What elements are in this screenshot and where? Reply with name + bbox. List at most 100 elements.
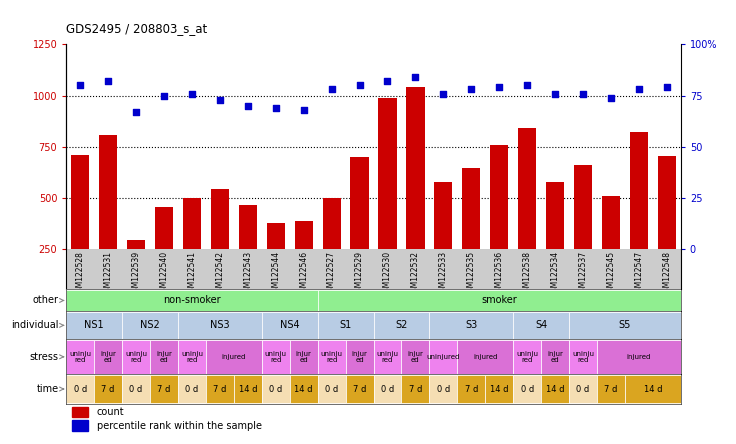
Bar [210, 189, 229, 301]
Bar [429, 340, 457, 374]
Text: GSM122535: GSM122535 [467, 251, 475, 297]
Bar [374, 340, 401, 374]
Bar [401, 340, 429, 374]
Text: injur
ed: injur ed [296, 351, 311, 363]
Text: percentile rank within the sample: percentile rank within the sample [97, 420, 262, 431]
Text: non-smoker: non-smoker [163, 295, 221, 305]
Text: 0 d: 0 d [520, 385, 534, 393]
Point [186, 90, 198, 97]
Bar [597, 340, 681, 374]
Bar [318, 340, 346, 374]
Bar [71, 155, 89, 301]
Point [354, 82, 366, 89]
Text: GSM122528: GSM122528 [76, 251, 85, 297]
Text: GSM122539: GSM122539 [132, 251, 141, 297]
Text: 7 d: 7 d [464, 385, 478, 393]
Bar [518, 128, 537, 301]
Bar [318, 312, 374, 339]
Text: GSM122531: GSM122531 [104, 251, 113, 297]
Text: NS3: NS3 [210, 321, 230, 330]
Text: S3: S3 [465, 321, 478, 330]
Bar [378, 98, 397, 301]
Text: stress: stress [30, 352, 59, 362]
Bar [150, 340, 178, 374]
Bar [66, 312, 122, 339]
Text: 7 d: 7 d [102, 385, 115, 393]
Bar [597, 375, 625, 403]
Text: injur
ed: injur ed [100, 351, 116, 363]
Text: uninju
red: uninju red [321, 351, 343, 363]
Text: 0 d: 0 d [325, 385, 339, 393]
Bar [346, 375, 373, 403]
Bar [602, 196, 620, 301]
Bar [234, 375, 262, 403]
Text: GSM122527: GSM122527 [327, 251, 336, 297]
Text: time: time [37, 384, 59, 394]
Bar [569, 375, 597, 403]
Point [521, 82, 533, 89]
Point [102, 78, 114, 85]
Text: uninjured: uninjured [427, 354, 460, 360]
Text: injured: injured [222, 354, 246, 360]
Text: GSM122547: GSM122547 [634, 251, 643, 297]
Bar [262, 312, 318, 339]
Text: S1: S1 [339, 321, 352, 330]
Bar [513, 340, 541, 374]
Text: 0 d: 0 d [130, 385, 143, 393]
Point [74, 82, 86, 89]
Text: GSM122534: GSM122534 [551, 251, 559, 297]
Bar [206, 375, 234, 403]
Point [214, 96, 226, 103]
Text: uninju
red: uninju red [265, 351, 287, 363]
Point [158, 92, 170, 99]
Text: GSM122536: GSM122536 [495, 251, 503, 297]
Point [381, 78, 393, 85]
Bar [318, 375, 346, 403]
Text: GSM122529: GSM122529 [355, 251, 364, 297]
Text: GSM122545: GSM122545 [606, 251, 615, 297]
Point [437, 90, 449, 97]
Text: uninju
red: uninju red [377, 351, 398, 363]
Text: 0 d: 0 d [269, 385, 283, 393]
Bar [625, 375, 681, 403]
Text: injur
ed: injur ed [352, 351, 367, 363]
Bar [574, 165, 592, 301]
Text: GDS2495 / 208803_s_at: GDS2495 / 208803_s_at [66, 23, 208, 36]
Bar [94, 340, 122, 374]
Text: injur
ed: injur ed [408, 351, 423, 363]
Bar [569, 340, 597, 374]
Bar [66, 375, 94, 403]
Point [326, 86, 338, 93]
Text: GSM122530: GSM122530 [383, 251, 392, 297]
Text: smoker: smoker [481, 295, 517, 305]
Point [577, 90, 589, 97]
Text: count: count [97, 407, 124, 417]
Text: GSM122540: GSM122540 [160, 251, 169, 297]
Point [242, 102, 254, 109]
Text: GSM122542: GSM122542 [216, 251, 224, 297]
Text: uninju
red: uninju red [125, 351, 147, 363]
Bar [99, 135, 117, 301]
Text: 0 d: 0 d [74, 385, 87, 393]
Bar [350, 157, 369, 301]
Point [130, 108, 142, 115]
Text: other: other [33, 295, 59, 305]
Text: 0 d: 0 d [185, 385, 199, 393]
Text: 7 d: 7 d [158, 385, 171, 393]
Bar [429, 375, 457, 403]
Text: 0 d: 0 d [381, 385, 394, 393]
Bar [429, 312, 513, 339]
Text: GSM122546: GSM122546 [299, 251, 308, 297]
Text: injur
ed: injur ed [547, 351, 563, 363]
Bar [457, 340, 513, 374]
Text: 7 d: 7 d [353, 385, 367, 393]
Bar [630, 132, 648, 301]
Text: GSM122548: GSM122548 [662, 251, 671, 297]
Point [549, 90, 561, 97]
Text: injur
ed: injur ed [156, 351, 172, 363]
Bar [290, 375, 318, 403]
Point [465, 86, 477, 93]
Text: 7 d: 7 d [604, 385, 618, 393]
Text: GSM122537: GSM122537 [578, 251, 587, 297]
Bar [346, 340, 373, 374]
